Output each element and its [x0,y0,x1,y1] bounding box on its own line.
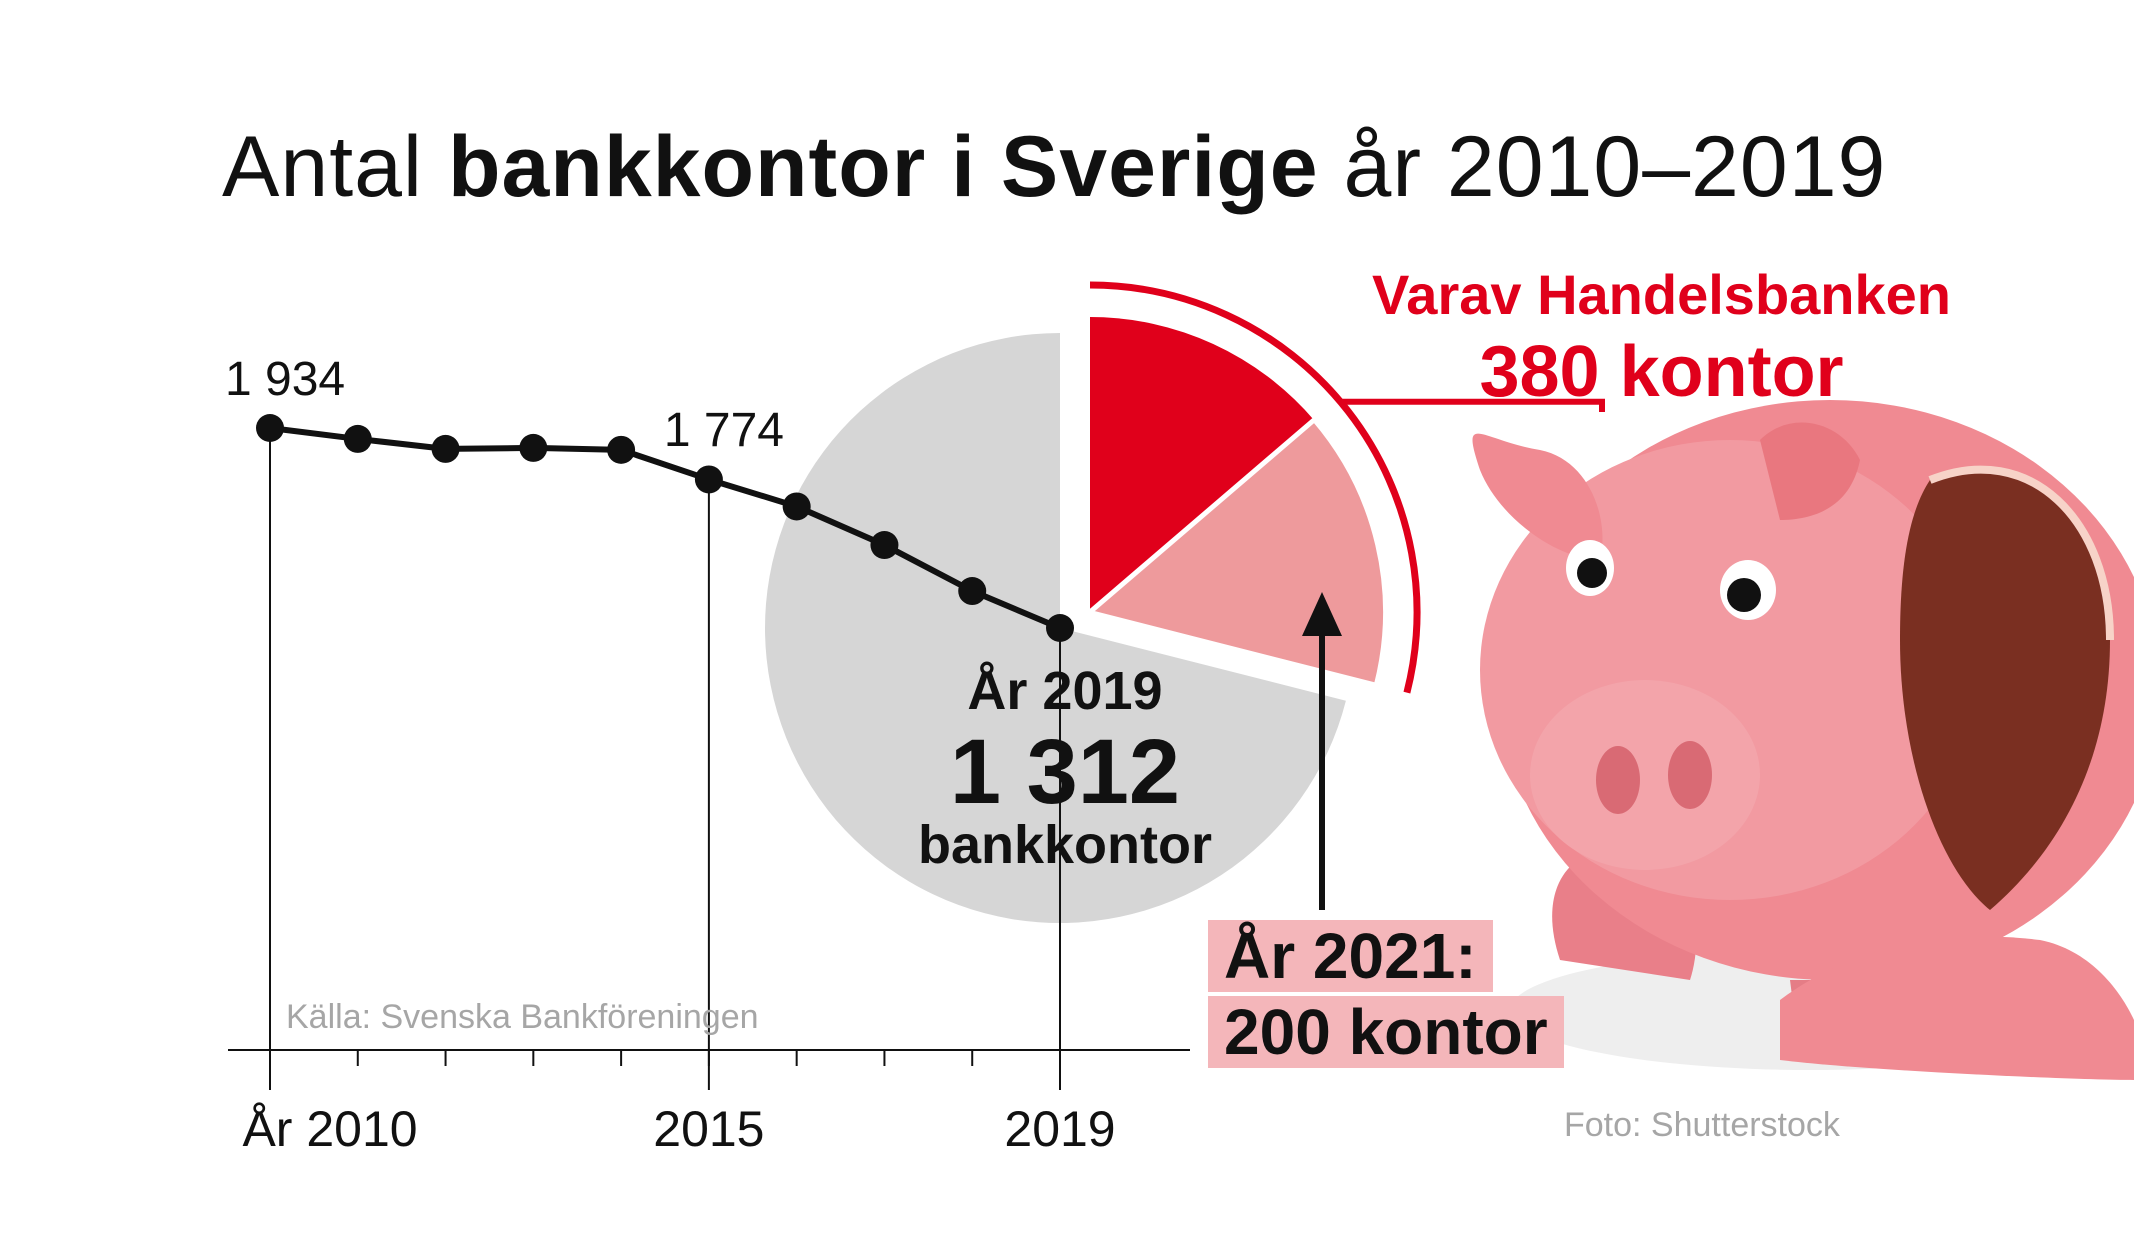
photo-credit: Foto: Shutterstock [1564,1106,1840,1144]
point-label-2010: 1 934 [225,353,346,406]
data-point-2013 [519,433,548,462]
pig-nostril-left [1596,746,1640,814]
handelsbanken-line2: 380 kontor [1479,332,1844,412]
data-point-2019 [1046,614,1074,642]
data-point-2011 [343,424,372,453]
source-note: Källa: Svenska Bankföreningen [286,998,759,1036]
data-point-2012 [431,434,460,463]
pig-broken-edge [1928,465,2114,641]
year-2021-line1: År 2021: [1208,920,1493,992]
x-tick-label-2010: År 2010 [242,1101,418,1157]
handelsbanken-label: Varav Handelsbanken 380 kontor [1372,262,1951,413]
data-point-2018 [958,577,987,606]
year-2019-label: År 2019 1 312 bankkontor [880,660,1250,876]
x-tick-label-2015: 2015 [653,1101,765,1157]
pig-shell-fragment [1780,936,2134,1080]
data-point-2015 [694,465,723,494]
data-point-2010 [256,414,284,442]
pig-snout [1530,680,1760,870]
pig-ear-right [1760,422,1860,520]
title-part2: år 2010–2019 [1343,119,1887,215]
year-2019-line1: År 2019 [967,661,1163,721]
data-point-2014 [607,435,636,464]
piggy-bank-icon [1472,400,2134,1080]
line-chart [228,414,1190,1090]
year-2021-line2: 200 kontor [1208,996,1564,1068]
pig-broken-shell [1900,469,2110,910]
data-point-2017 [870,531,899,560]
handelsbanken-line1: Varav Handelsbanken [1372,263,1951,326]
pig-nostril-right [1668,741,1712,809]
series-line [269,425,1062,631]
pig-eye-left [1577,558,1607,588]
handelsbanken-arc [1089,281,1421,694]
pie-slice-divider [1088,418,1316,614]
chart-title: Antal bankkontor i Sverige år 2010–2019 [222,118,1886,217]
arrow-2021-head [1302,592,1342,636]
year-2019-total: 1 312 [949,721,1181,823]
pig-eye-right [1727,578,1761,612]
handelsbanken-bracket [1340,398,1605,412]
pie-slice-handelsbanken-closing [1090,317,1314,612]
pig-ear-left [1472,433,1603,560]
title-part1: Antal [222,119,424,215]
annotations [1302,592,1342,910]
title-bold: bankkontor i Sverige [447,119,1319,215]
point-label-2015: 1 774 [663,404,784,458]
year-2019-unit: bankkontor [917,815,1213,875]
data-point-2016 [782,492,811,521]
x-tick-label-2019: 2019 [1004,1101,1116,1157]
